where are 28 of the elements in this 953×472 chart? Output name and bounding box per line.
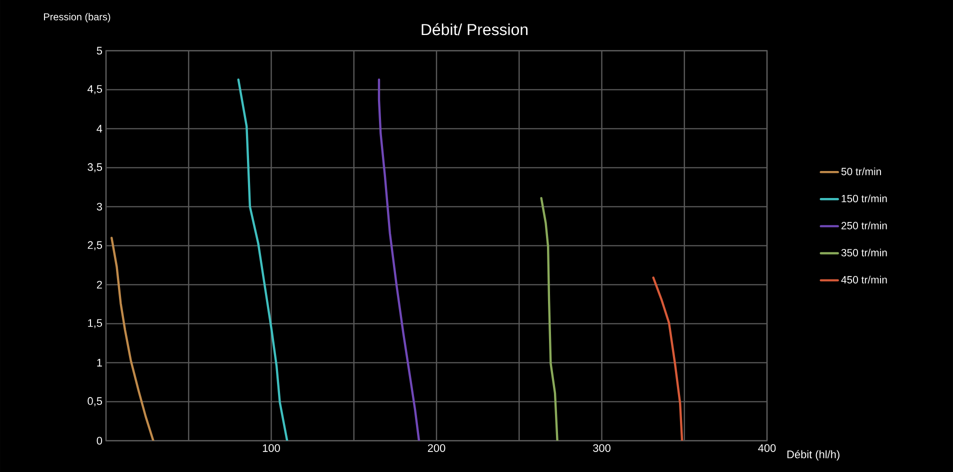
y-tick-label: 2 [96, 280, 102, 289]
legend-label: 450 tr/min [841, 276, 887, 284]
line-series [378, 78, 420, 441]
y-tick-label: 5 [96, 46, 102, 55]
x-tick-label: 200 [428, 444, 446, 452]
legend-label: 350 tr/min [841, 248, 887, 256]
y-tick-label: 2,5 [88, 241, 102, 250]
y-tick-label: 0 [96, 436, 102, 445]
x-tick-label: 300 [593, 444, 610, 452]
chart-title: Débit/ Pression [422, 23, 528, 36]
legend-label: 250 tr/min [841, 222, 887, 230]
legend-label: 50 tr/min [841, 168, 881, 176]
x-tick-label: 100 [262, 444, 280, 452]
y-tick-label: 0,5 [88, 397, 102, 406]
y-axis-title: Pression (bars) [44, 13, 110, 22]
y-tick-label: 1 [97, 358, 102, 366]
y-tick-label: 4 [96, 124, 102, 132]
legend-label: 150 tr/min [842, 194, 887, 202]
y-tick-label: 3,5 [88, 163, 102, 172]
line-series [540, 197, 558, 441]
line-series [652, 276, 684, 441]
line-series [237, 78, 288, 441]
x-tick-label: 400 [758, 444, 776, 452]
y-tick-label: 3 [96, 202, 102, 211]
line-series [110, 236, 154, 441]
y-tick-label: 4,5 [88, 85, 102, 94]
y-tick-label: 1,5 [88, 319, 102, 328]
x-axis-title: Débit (hl/h) [787, 450, 840, 460]
